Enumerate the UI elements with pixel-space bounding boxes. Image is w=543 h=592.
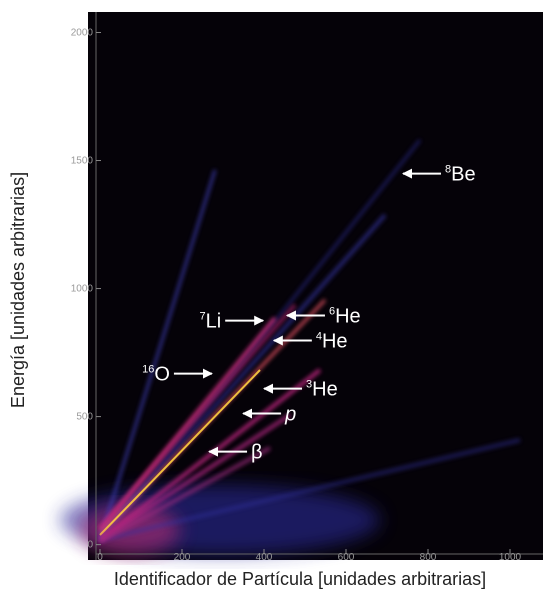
y-tick-label: 2000 (71, 27, 94, 38)
mass-number: 16 (142, 364, 154, 376)
x-tick-label: 1000 (499, 552, 522, 563)
symbol: Be (451, 164, 475, 186)
annotation-label: 7Li (199, 311, 221, 333)
y-tick-label: 1000 (71, 284, 94, 295)
symbol: β (251, 442, 263, 464)
x-tick-label: 200 (174, 552, 191, 563)
symbol: He (322, 331, 348, 353)
density-image (60, 139, 521, 555)
symbol: Li (206, 311, 222, 333)
annotation-label: p (284, 404, 296, 426)
symbol: O (154, 364, 170, 386)
x-tick-label: 800 (420, 552, 437, 563)
annotation-label: 8Be (445, 164, 476, 186)
x-tick-label: 600 (338, 552, 355, 563)
mass-number: 4 (316, 331, 322, 343)
annotation-label: 6He (329, 305, 361, 327)
annotation-label: 16O (142, 364, 170, 386)
y-tick-label: 0 (87, 540, 93, 551)
y-axis-label: Energía [unidades arbitrarias] (8, 172, 28, 408)
annotation-label: 4He (316, 331, 348, 353)
y-tick-label: 1500 (71, 156, 94, 167)
mass-number: 3 (306, 379, 312, 391)
mass-number: 8 (445, 164, 451, 176)
x-tick-label: 400 (256, 552, 273, 563)
x-tick-label: 0 (97, 552, 103, 563)
symbol: He (335, 305, 361, 327)
x-axis-label: Identificador de Partícula [unidades arb… (114, 569, 486, 589)
symbol: He (312, 379, 338, 401)
mass-number: 6 (329, 305, 335, 317)
mass-number: 7 (199, 311, 205, 323)
y-tick-label: 500 (76, 412, 93, 423)
annotation-label: 3He (306, 379, 338, 401)
annotation-label: β (251, 442, 263, 464)
symbol: p (284, 404, 296, 426)
